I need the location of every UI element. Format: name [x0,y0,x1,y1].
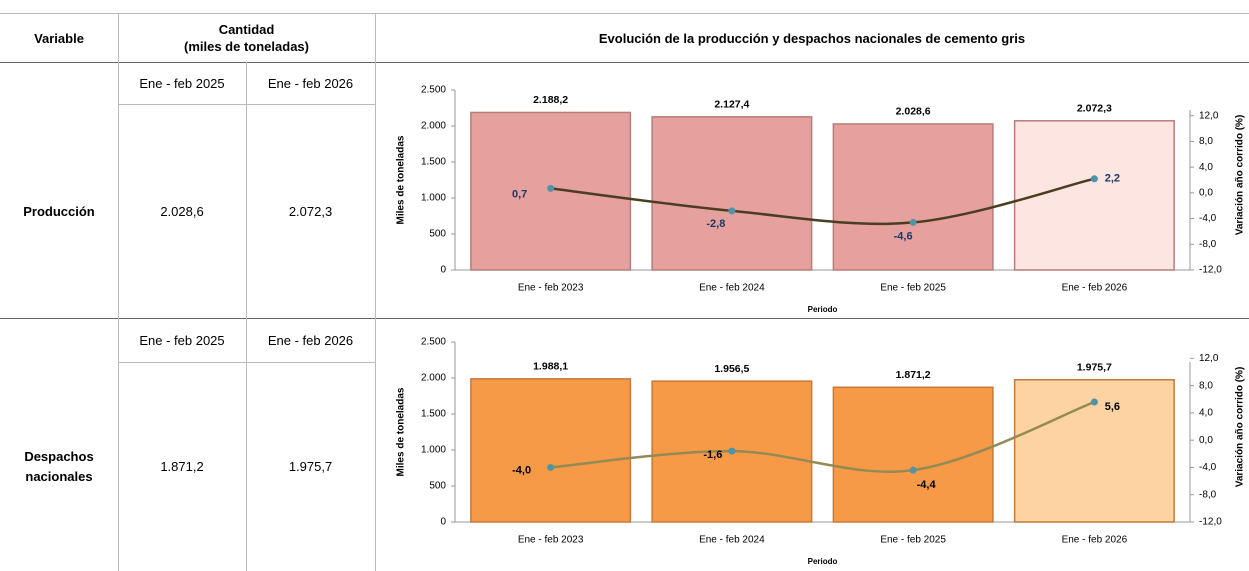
y2-tick-label: 0,0 [1199,435,1213,446]
period: Ene - feb 2025 [139,75,225,91]
line-marker [547,184,555,192]
x-tick-label: Ene - feb 2025 [880,283,946,294]
y2-tick-label: 4,0 [1199,162,1213,173]
line-value-label: -4,6 [894,230,913,242]
bar-value-label: 2.028,6 [896,106,931,118]
line-value-label: -1,6 [703,449,722,461]
y2-tick-label: 8,0 [1199,380,1213,391]
line-marker [909,466,917,474]
value-cell: 1.975,7 [288,459,333,474]
x-tick-label: Ene - feb 2023 [518,283,584,294]
col-rule [375,13,376,571]
x-tick-label: Ene - feb 2024 [699,535,765,546]
bar-value-label: 2.072,3 [1077,103,1112,115]
bar [1013,120,1175,271]
bar [832,123,994,271]
y2-tick-label: -4,0 [1199,213,1217,224]
value-cell: 2.028,6 [160,203,204,219]
line-marker [1090,398,1098,406]
y2-axis-title: Variación año corrido (%) [1235,115,1246,236]
col-rule [246,318,247,571]
line-marker [1090,175,1098,183]
line [550,400,1095,473]
line-marker [547,463,555,471]
line-value-label: -2,8 [706,218,725,230]
header-quantity: Cantidad (miles de toneladas) [118,14,375,62]
header-variable: Variable [34,30,84,46]
y2-tick-label: -12,0 [1199,265,1222,276]
value-cell: 2.072,3 [288,203,333,219]
bar-value-label: 1.956,5 [714,363,749,375]
period: Ene - feb 2026 [267,332,354,348]
y2-tick-label: -8,0 [1199,239,1217,250]
y-tick-label: 1.000 [421,445,446,456]
line-marker [909,218,917,226]
row-rule [0,318,1249,319]
bar-value-label: 2.188,2 [533,94,568,106]
value-cell: 1.871,2 [160,459,204,474]
y2-tick-label: -8,0 [1199,489,1217,500]
y-tick-label: 2.000 [421,121,446,132]
y2-tick-label: 8,0 [1199,136,1213,147]
line-value-label: -4,4 [917,479,937,491]
y-tick-label: 2.500 [421,337,446,348]
col-rule [118,13,119,571]
x-tick-label: Ene - feb 2026 [1062,535,1128,546]
x-tick-label: Ene - feb 2024 [699,283,765,294]
row-label: Producción [23,203,95,219]
line-value-label: 5,6 [1105,401,1120,413]
y2-tick-label: 12,0 [1199,110,1219,121]
bar-value-label: 1.975,7 [1077,362,1112,374]
y-tick-label: 1.500 [421,157,446,168]
header-quantity-line: (miles de toneladas) [184,39,309,54]
y-tick-label: 0 [440,517,446,528]
x-axis-title: Periodo [808,305,838,314]
x-tick-label: Ene - feb 2025 [880,535,946,546]
y2-tick-label: 4,0 [1199,408,1213,419]
line-value-label: 0,7 [512,188,527,200]
line-value-label: -4,0 [512,464,531,476]
y-tick-label: 500 [429,481,446,492]
bar [651,116,813,271]
y2-tick-label: 12,0 [1199,353,1219,364]
y2-tick-label: -4,0 [1199,462,1217,473]
line-value-label: 2,2 [1105,173,1120,185]
y-axis-title: Miles de toneladas [396,135,407,224]
bar [470,378,632,523]
row-label: Despachos nacionales [24,448,94,484]
header-rule [0,62,1249,63]
bar [832,386,994,523]
bar-value-label: 1.871,2 [896,369,931,381]
bar-value-label: 2.127,4 [714,99,749,111]
y2-axis-title: Variación año corrido (%) [1235,367,1246,488]
y-tick-label: 1.000 [421,193,446,204]
header-quantity-line: Cantidad [218,22,275,37]
period: Ene - feb 2026 [267,75,354,91]
bar-value-label: 1.988,1 [533,361,568,373]
line-marker [728,447,736,455]
y2-tick-label: -12,0 [1199,517,1222,528]
x-axis-title: Periodo [808,557,838,566]
x-tick-label: Ene - feb 2026 [1062,283,1128,294]
y-tick-label: 2.500 [421,85,446,96]
header-chart: Evolución de la producción y despachos n… [598,30,1026,46]
line [550,177,1095,226]
x-tick-label: Ene - feb 2023 [518,535,584,546]
y-axis-title: Miles de toneladas [396,387,407,476]
y-tick-label: 0 [440,265,446,276]
col-rule [246,62,247,318]
period: Ene - feb 2025 [139,332,225,348]
y-tick-label: 500 [429,229,446,240]
y-tick-label: 1.500 [421,409,446,420]
line-marker [728,207,736,215]
y2-tick-label: 0,0 [1199,187,1213,198]
y-tick-label: 2.000 [421,373,446,384]
top-rule [0,13,1249,14]
